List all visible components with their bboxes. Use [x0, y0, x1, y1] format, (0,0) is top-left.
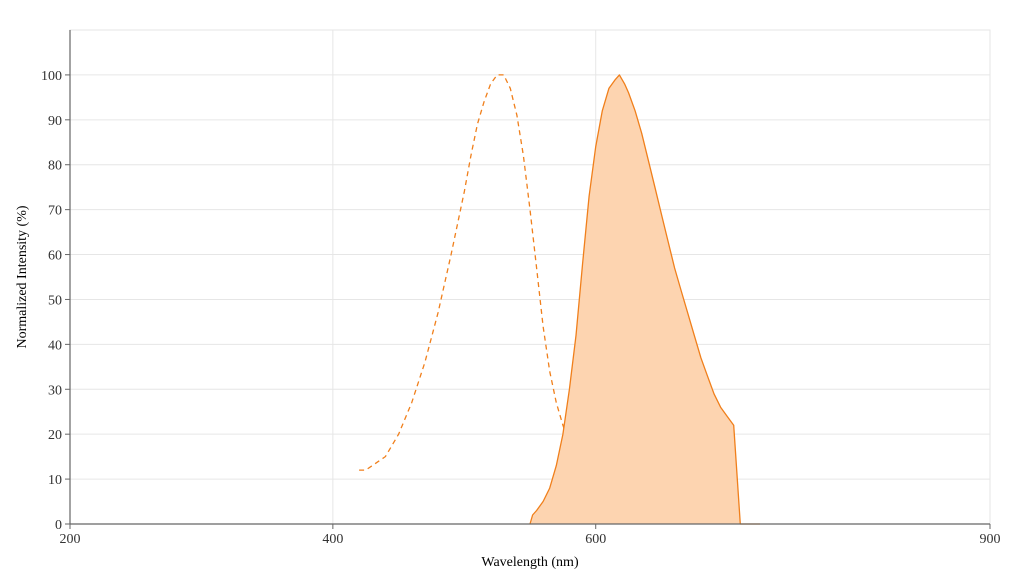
- series-layer: [359, 74, 760, 525]
- axis-layer: 0 10 20 30 40 50 60 70 80 90 100 200 400 600 900: [41, 30, 1001, 547]
- x-axis-title: Wavelength (nm): [481, 555, 579, 570]
- y-tick-label: 60: [48, 249, 62, 264]
- x-tick-label: 200: [60, 532, 81, 547]
- y-tick-label: 0: [55, 518, 62, 533]
- emission-line: [529, 74, 760, 525]
- y-tick-label: 100: [41, 69, 62, 84]
- emission-area-fill: [530, 74, 760, 525]
- plot-frame: [69, 29, 991, 525]
- x-tick-label: 600: [585, 532, 606, 547]
- y-tick-label: 90: [48, 114, 62, 129]
- y-tick-label: 10: [48, 473, 62, 488]
- y-tick-label: 30: [48, 383, 62, 398]
- y-tick-label: 70: [48, 204, 62, 219]
- grid-layer: [69, 29, 991, 525]
- y-tick-label: 40: [48, 338, 62, 353]
- y-tick-label: 20: [48, 428, 62, 443]
- y-tick-label: 80: [48, 159, 62, 174]
- y-axis-title: Normalized Intensity (%): [15, 205, 30, 348]
- x-tick-label: 400: [322, 532, 343, 547]
- x-tick-label: 900: [980, 532, 1001, 547]
- y-tick-label: 50: [48, 293, 62, 308]
